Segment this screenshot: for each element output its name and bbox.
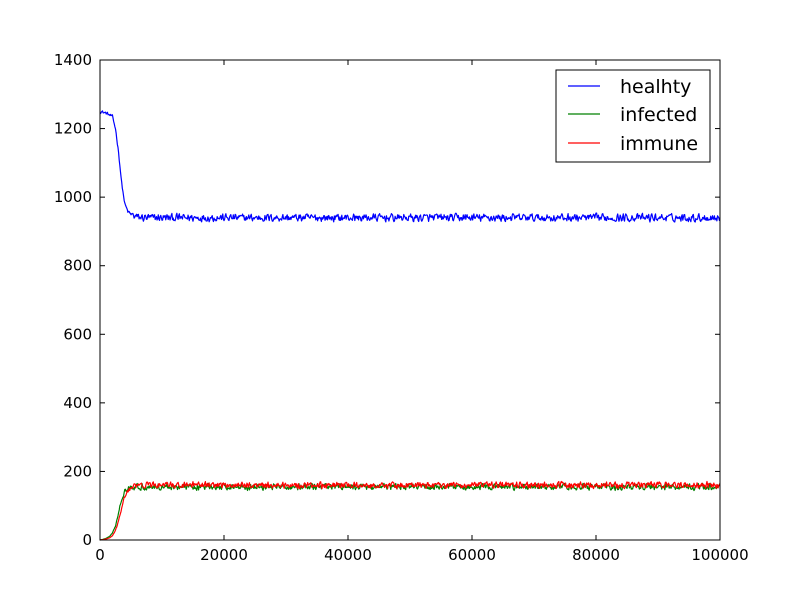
x-tick-label: 100000 (691, 546, 748, 564)
y-tick-label: 400 (63, 394, 92, 412)
x-tick-label: 80000 (572, 546, 620, 564)
x-tick-label: 20000 (200, 546, 248, 564)
legend-label-healhty: healhty (620, 76, 691, 98)
tick-layer: 0 20000 40000 60000 80000 100000 0 200 400 600 800… (54, 51, 749, 564)
y-tick-label: 800 (63, 257, 92, 275)
y-tick-label: 1400 (54, 51, 92, 69)
x-tick-label: 40000 (324, 546, 372, 564)
x-tick-label: 0 (95, 546, 105, 564)
legend: healhty infected immune (555, 69, 711, 163)
y-tick-label: 1000 (54, 188, 92, 206)
y-tick-label: 200 (63, 462, 92, 480)
y-tick-label: 0 (82, 531, 92, 549)
series-line-immune (99, 480, 721, 541)
series-line-healhty (99, 110, 721, 223)
legend-label-infected: infected (620, 104, 697, 126)
legend-box (555, 69, 711, 163)
legend-label-immune: immune (620, 133, 698, 155)
y-tick-label: 1200 (54, 120, 92, 138)
axes-frame (99, 59, 721, 541)
series-layer (99, 110, 721, 541)
x-tick-label: 60000 (448, 546, 496, 564)
y-tick-label: 600 (63, 325, 92, 343)
